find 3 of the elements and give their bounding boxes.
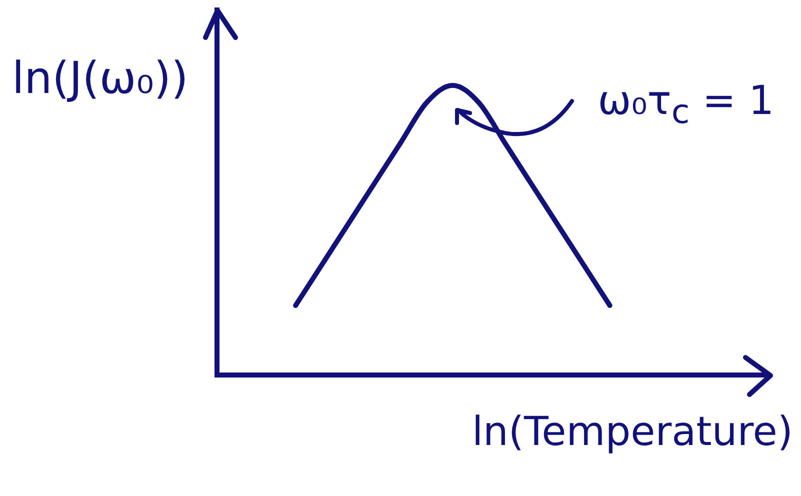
y-axis-title: ln(J(ω₀)) xyxy=(12,53,188,104)
x-axis-title: ln(Temperature) xyxy=(472,409,793,455)
annotation: ω₀τ$_{c}$ = 1 xyxy=(598,78,774,132)
